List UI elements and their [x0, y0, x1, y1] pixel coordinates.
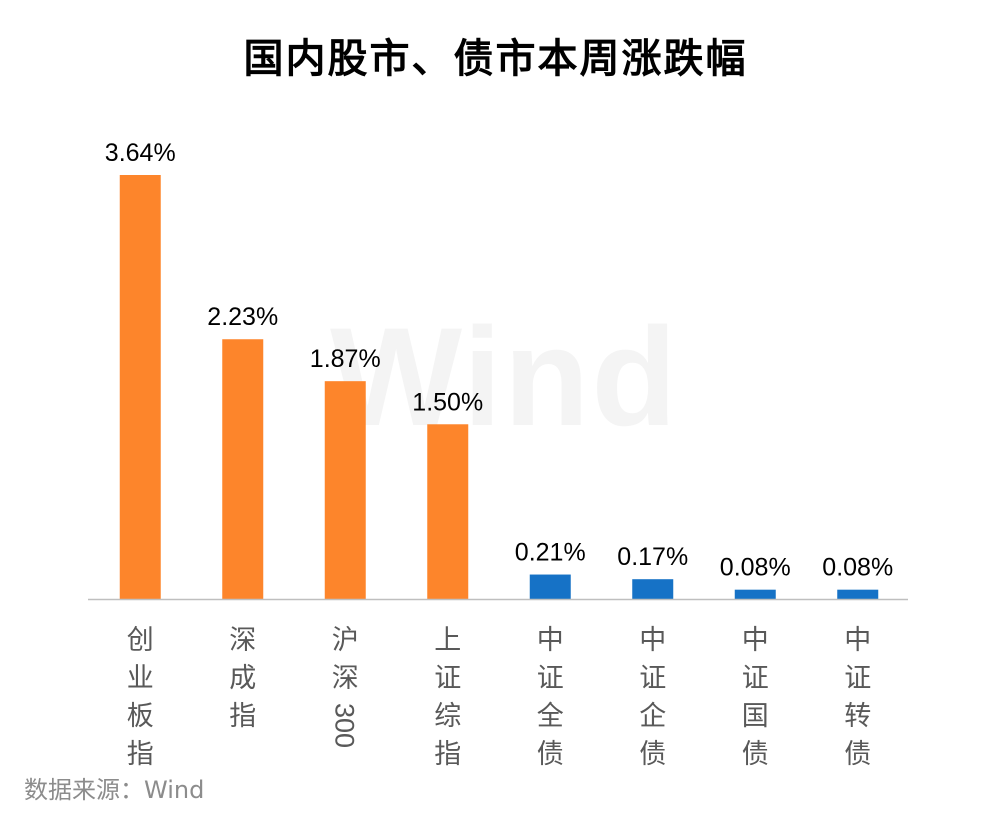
svg-text:深: 深 — [332, 663, 359, 694]
bar-2 — [222, 339, 264, 599]
data-label-1: 3.64% — [105, 139, 176, 167]
data-label-8: 0.08% — [822, 554, 893, 582]
bars-group — [119, 175, 879, 599]
svg-text:综: 综 — [434, 701, 461, 732]
svg-text:证: 证 — [434, 663, 461, 694]
category-label-2: 深成指 — [229, 625, 256, 732]
chart-title: 国内股市、债市本周涨跌幅 — [243, 36, 748, 82]
data-label-4: 1.50% — [412, 388, 483, 416]
bar-5 — [529, 574, 571, 599]
watermark-logo: Wind — [330, 296, 679, 458]
svg-text:沪: 沪 — [332, 625, 359, 656]
svg-text:债: 债 — [537, 739, 564, 770]
svg-text:证: 证 — [844, 663, 871, 694]
svg-text:国: 国 — [742, 701, 769, 732]
bar-3 — [324, 381, 366, 599]
svg-text:指: 指 — [127, 739, 154, 770]
svg-text:300: 300 — [329, 703, 359, 748]
bar-8 — [837, 589, 879, 599]
svg-text:企: 企 — [639, 701, 666, 732]
svg-text:债: 债 — [639, 739, 666, 770]
svg-text:转: 转 — [844, 701, 871, 732]
bar-6 — [632, 579, 674, 599]
bar-4 — [427, 424, 469, 599]
svg-text:板: 板 — [127, 701, 154, 732]
data-label-2: 2.23% — [207, 303, 278, 331]
svg-text:中: 中 — [844, 625, 871, 656]
svg-text:中: 中 — [639, 625, 666, 656]
svg-text:债: 债 — [844, 739, 871, 770]
data-labels-group: 3.64% 2.23% 1.87% 1.50% 0.21% 0.17% 0.08% 0.08% — [105, 139, 893, 582]
data-label-6: 0.17% — [617, 543, 688, 571]
bar-7 — [734, 589, 776, 599]
svg-text:债: 债 — [742, 739, 769, 770]
source-note: 数据来源：Wind — [24, 776, 205, 804]
svg-text:证: 证 — [639, 663, 666, 694]
svg-text:指: 指 — [229, 701, 256, 732]
svg-text:上: 上 — [434, 625, 461, 656]
category-label-3: 沪深 300 — [329, 625, 359, 748]
svg-text:指: 指 — [434, 739, 461, 770]
svg-text:业: 业 — [127, 663, 154, 694]
svg-text:证: 证 — [742, 663, 769, 694]
svg-text:中: 中 — [742, 625, 769, 656]
svg-text:深: 深 — [229, 625, 256, 656]
svg-text:中: 中 — [537, 625, 564, 656]
svg-text:全: 全 — [537, 701, 564, 732]
data-label-3: 1.87% — [310, 345, 381, 373]
svg-text:创: 创 — [127, 625, 154, 656]
bar-1 — [119, 175, 161, 599]
svg-text:成: 成 — [229, 663, 256, 694]
data-label-7: 0.08% — [720, 554, 791, 582]
svg-text:证: 证 — [537, 663, 564, 694]
data-label-5: 0.21% — [515, 539, 586, 567]
